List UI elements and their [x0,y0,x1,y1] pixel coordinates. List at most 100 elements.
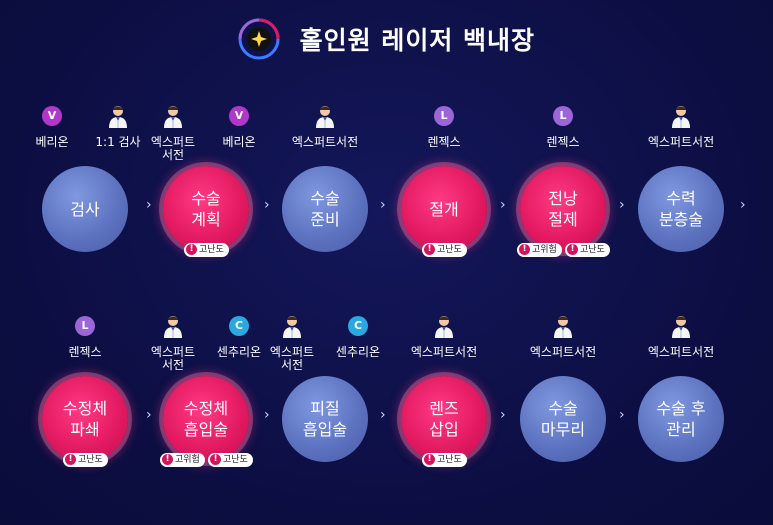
risk-badge: ! 고난도 [63,453,108,467]
equipment-label: 베리온 [194,136,284,149]
process-step: 엑스퍼트서전 렌즈 삽입! 고난도 [389,316,499,478]
equipment-label-line: 센추리온 [335,345,381,359]
chevron-right-icon: › [500,197,506,213]
equipment-label-line: 엑스퍼트 [269,345,315,359]
doctor-icon-wrap [551,314,575,338]
step-name: 분층술 [658,210,704,229]
doctor-icon-wrap [313,104,337,128]
title-text: 홀인원 레이저 백내장 [299,26,536,55]
equipment-label-line: 엑스퍼트서전 [291,135,359,149]
step-name: 수술 후 [656,399,706,418]
doctor-icon [109,106,127,128]
process-row-1: V 베리온 1:1 검사 검사 엑스퍼트 서전 V 베리온 수술 계획! 고난도 엑스퍼트서전 수술 준비… [0,106,773,268]
step-circle: 전낭 절제 [520,166,606,252]
process-step: 엑스퍼트 서전 C 센추리온 피질 흡입술 [270,316,380,478]
risk-badge-label: 고위험 [175,455,200,465]
equipment-label-line: 렌젝스 [68,345,102,359]
chevron-right-icon: › [264,407,270,423]
equipment-label: 1:1 검사 [73,136,163,149]
step-name: 파쇄 [70,420,100,439]
step-circle: 검사 [42,166,128,252]
equipment-label-line: 서전 [161,358,185,372]
equipment-label: 센추리온 [194,346,284,359]
step-name: 수술 [548,399,578,418]
alert-icon: ! [519,244,530,255]
equipment-label: 센추리온 [313,346,403,359]
equipment-label: 렌젝스 [399,136,489,149]
doctor-icon [316,106,334,128]
chevron-right-icon: › [619,407,625,423]
process-row-2: L 렌젝스 수정체 파쇄! 고난도 엑스퍼트 서전 C 센추리온 수정체 흡입술! 고위험! 고난도 엑스… [0,316,773,478]
doctor-icon [672,106,690,128]
doctor-icon [435,316,453,338]
step-name: 피질 [310,399,340,418]
alert-icon: ! [424,454,435,465]
equipment-label-line: 엑스퍼트 [150,135,196,149]
doctor-icon [164,106,182,128]
step-name: 수술 [191,189,221,208]
equipment-label-line: 베리온 [222,135,256,149]
doctor-icon-wrap [161,314,185,338]
process-step: 엑스퍼트 서전 C 센추리온 수정체 흡입술! 고위험! 고난도 [151,316,261,478]
alert-icon: ! [162,454,173,465]
verion-icon: V [42,106,62,126]
risk-badge-label: 고난도 [437,455,462,465]
chevron-right-icon: › [264,197,270,213]
lenx-icon: L [434,106,454,126]
doctor-icon [283,316,301,338]
equipment-label: 엑스퍼트서전 [518,346,608,359]
equipment-label: 엑스퍼트서전 [636,346,726,359]
step-name: 준비 [310,210,340,229]
doctor-icon-wrap [161,104,185,128]
risk-badge-label: 고위험 [532,245,557,255]
doctor-icon-wrap [669,314,693,338]
equipment-label-line: 센추리온 [216,345,262,359]
alert-icon: ! [65,454,76,465]
risk-badge: ! 고위험 [517,243,562,257]
equipment-label-line: 서전 [280,358,304,372]
equipment-label-line: 엑스퍼트서전 [647,345,715,359]
process-step: L 렌젝스 전낭 절제! 고위험! 고난도 [508,106,618,268]
risk-badge: ! 고난도 [565,243,610,257]
step-name: 수정체 [62,399,108,418]
step-name: 관리 [666,420,696,439]
step-name: 마무리 [540,420,586,439]
target-logo-icon [238,18,280,60]
equipment-label: 엑스퍼트서전 [280,136,370,149]
doctor-icon [164,316,182,338]
equipment-label-line: 엑스퍼트 [150,345,196,359]
process-step: V 베리온 1:1 검사 검사 [30,106,141,268]
step-name: 삽입 [429,420,459,439]
alert-icon: ! [567,244,578,255]
risk-badge: ! 고난도 [422,453,467,467]
risk-badge: ! 고난도 [184,243,229,257]
equipment-label-line: 서전 [161,148,185,162]
doctor-icon-wrap [106,104,130,128]
chevron-right-icon: › [380,407,386,423]
chevron-right-icon: › [619,197,625,213]
process-step: 엑스퍼트서전 수력 분층술 [626,106,736,268]
step-name: 계획 [191,210,221,229]
step-name: 흡입술 [183,420,229,439]
step-name: 수력 [666,189,696,208]
step-circle: 수술 준비 [282,166,368,252]
equipment-label: 엑스퍼트서전 [399,346,489,359]
equipment-label-line: 렌젝스 [546,135,580,149]
doctor-icon-wrap [669,104,693,128]
step-name: 절제 [548,210,578,229]
risk-badge: ! 고난도 [422,243,467,257]
process-step: L 렌젝스 수정체 파쇄! 고난도 [30,316,140,478]
step-name: 절개 [429,199,459,219]
equipment-label-line: 엑스퍼트서전 [410,345,478,359]
risk-badge-label: 고난도 [199,245,224,255]
process-step: 엑스퍼트 서전 V 베리온 수술 계획! 고난도 [151,106,261,268]
alert-icon: ! [210,454,221,465]
